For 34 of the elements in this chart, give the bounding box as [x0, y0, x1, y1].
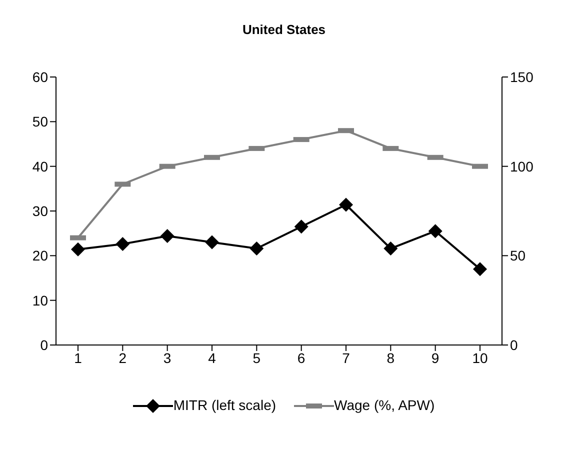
point: [250, 242, 264, 256]
x-tick-label: 1: [74, 350, 82, 366]
y2-tick-label: 100: [510, 158, 534, 174]
point: [339, 198, 353, 212]
x-tick-label: 5: [252, 350, 261, 366]
y-tick-label: 60: [32, 68, 48, 85]
legend-label: Wage (%, APW): [333, 397, 435, 414]
y2-tick-label: 150: [510, 68, 534, 85]
y-tick-label: 10: [32, 292, 48, 308]
x-tick-label: 2: [118, 350, 127, 366]
x-tick-label: 9: [431, 350, 440, 366]
y-tick-label: 50: [32, 114, 48, 130]
point: [205, 235, 219, 250]
x-tick-label: 10: [472, 350, 488, 366]
point: [160, 229, 174, 244]
chart-title: United States: [241, 22, 327, 37]
point: [473, 262, 487, 276]
legend-label: MITR (left scale): [172, 397, 276, 414]
y2-tick-label: 0: [510, 336, 518, 353]
x-tick-label: 3: [163, 350, 172, 366]
x-tick-label: 4: [208, 350, 216, 366]
x-tick-label: 6: [297, 350, 306, 366]
x-tick-label: 7: [342, 350, 350, 366]
point: [294, 220, 308, 234]
x-tick-label: 8: [386, 350, 395, 366]
y-tick-label: 20: [32, 248, 48, 264]
point: [428, 224, 442, 238]
y2-tick-label: 50: [510, 248, 526, 264]
point: [71, 242, 85, 256]
y-tick-label: 40: [32, 158, 48, 174]
point: [116, 237, 130, 252]
y-tick-label: 0: [40, 336, 48, 353]
point: [384, 242, 398, 256]
y-tick-label: 30: [32, 202, 48, 219]
